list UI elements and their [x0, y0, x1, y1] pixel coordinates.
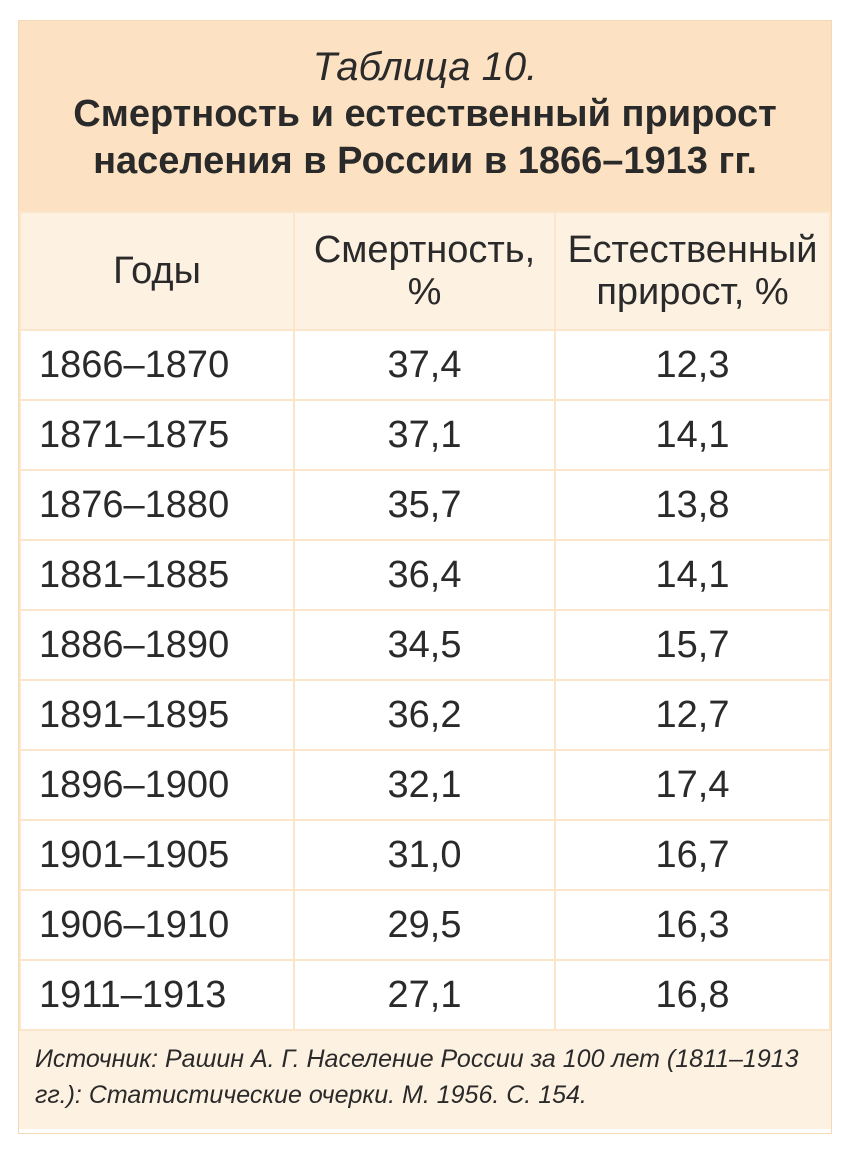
column-header: Смертность,% [293, 211, 556, 331]
value-cell: 12,7 [554, 679, 831, 751]
value-cell: 16,3 [554, 889, 831, 961]
year-cell: 1886–1890 [19, 609, 295, 681]
source-note: Источник: Рашин А. Г. Население России з… [19, 1031, 831, 1129]
value-cell: 14,1 [554, 539, 831, 611]
year-cell: 1906–1910 [19, 889, 295, 961]
year-cell: 1901–1905 [19, 819, 295, 891]
table-label: Таблица 10. [312, 45, 538, 89]
column-header-line: прирост, % [596, 271, 789, 313]
header: Таблица 10. Смертность и естественный пр… [19, 21, 831, 211]
value-cell: 27,1 [293, 959, 556, 1031]
column-header: Естественный прирост, % [554, 211, 831, 331]
value-cell: 13,8 [554, 469, 831, 541]
value-cell: 17,4 [554, 749, 831, 821]
value-cell: 37,4 [293, 329, 556, 401]
title-line: Смертность и естественный прирост [73, 93, 777, 135]
table-row: 1886–1890 34,5 15,7 [19, 609, 831, 681]
value-cell: 32,1 [293, 749, 556, 821]
value-cell: 14,1 [554, 399, 831, 471]
value-cell: 37,1 [293, 399, 556, 471]
column-header-line: Смертность, [313, 229, 536, 271]
table-row: 1866–1870 37,4 12,3 [19, 329, 831, 401]
value-cell: 31,0 [293, 819, 556, 891]
table-row: 1881–1885 36,4 14,1 [19, 539, 831, 611]
value-cell: 15,7 [554, 609, 831, 681]
value-cell: 36,4 [293, 539, 556, 611]
table-row: 1906–1910 29,5 16,3 [19, 889, 831, 961]
table-card: Таблица 10. Смертность и естественный пр… [18, 20, 832, 1134]
value-cell: 12,3 [554, 329, 831, 401]
value-cell: 36,2 [293, 679, 556, 751]
year-cell: 1876–1880 [19, 469, 295, 541]
year-cell: 1866–1870 [19, 329, 295, 401]
year-cell: 1891–1895 [19, 679, 295, 751]
year-cell: 1911–1913 [19, 959, 295, 1031]
year-cell: 1881–1885 [19, 539, 295, 611]
value-cell: 16,8 [554, 959, 831, 1031]
header-row: Годы Смертность,% Естественный прирост, % [19, 211, 831, 331]
column-header: Годы [19, 211, 295, 331]
title-line: населения в России в 1866–1913 гг. [93, 140, 757, 182]
table-row: 1911–1913 27,1 16,8 [19, 959, 831, 1031]
year-cell: 1896–1900 [19, 749, 295, 821]
column-header-line: % [407, 271, 442, 313]
column-header-line: Годы [113, 250, 201, 292]
table-row: 1876–1880 35,7 13,8 [19, 469, 831, 541]
year-cell: 1871–1875 [19, 399, 295, 471]
table-row: 1896–1900 32,1 17,4 [19, 749, 831, 821]
value-cell: 34,5 [293, 609, 556, 681]
table-body: 1866–1870 37,4 12,3 1871–1875 37,1 14,1 1876–1… [19, 329, 831, 1031]
data-table: Годы Смертность,% Естественный прирост, % 1… [19, 211, 831, 1031]
value-cell: 35,7 [293, 469, 556, 541]
value-cell: 16,7 [554, 819, 831, 891]
value-cell: 29,5 [293, 889, 556, 961]
table-row: 1891–1895 36,2 12,7 [19, 679, 831, 751]
table-row: 1871–1875 37,1 14,1 [19, 399, 831, 471]
table-row: 1901–1905 31,0 16,7 [19, 819, 831, 891]
column-header-line: Естественный [567, 229, 818, 271]
